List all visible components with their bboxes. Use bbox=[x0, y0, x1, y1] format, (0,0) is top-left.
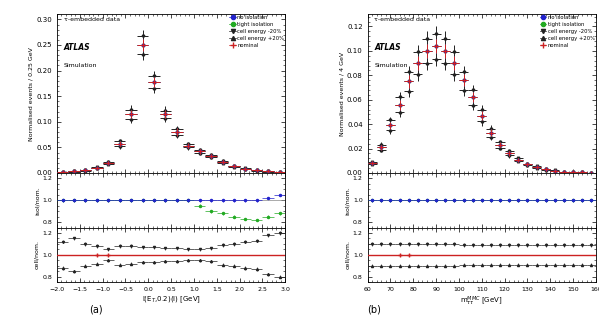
Text: ATLAS: ATLAS bbox=[374, 43, 401, 52]
Y-axis label: Normalised events / 0.25 GeV: Normalised events / 0.25 GeV bbox=[29, 47, 34, 140]
Y-axis label: Normalised events / 4 GeV: Normalised events / 4 GeV bbox=[339, 52, 344, 136]
Y-axis label: cell/nom.: cell/nom. bbox=[34, 240, 40, 269]
Y-axis label: cell/nom.: cell/nom. bbox=[345, 240, 350, 269]
Text: τ-embedded data: τ-embedded data bbox=[374, 17, 431, 23]
Text: Simulation: Simulation bbox=[374, 63, 408, 68]
X-axis label: m$^{MMC}_{\tau\tau}$ [GeV]: m$^{MMC}_{\tau\tau}$ [GeV] bbox=[461, 295, 503, 308]
X-axis label: l(E$_{T}$,0.2)(l) [GeV]: l(E$_{T}$,0.2)(l) [GeV] bbox=[141, 295, 201, 305]
Text: (a): (a) bbox=[89, 304, 102, 314]
Text: (b): (b) bbox=[367, 304, 382, 314]
Text: ATLAS: ATLAS bbox=[63, 43, 90, 52]
Y-axis label: isol/nom.: isol/nom. bbox=[34, 186, 40, 215]
Legend: no isolation, tight isolation, cell energy -20%, cell energy +20%, nominal: no isolation, tight isolation, cell ener… bbox=[540, 15, 595, 48]
Text: Simulation: Simulation bbox=[63, 63, 97, 68]
Y-axis label: isol/nom.: isol/nom. bbox=[345, 186, 350, 215]
Legend: no isolation, tight isolation, cell energy -20%, cell energy +20%, nominal: no isolation, tight isolation, cell ener… bbox=[229, 15, 285, 48]
Text: τ-embedded data: τ-embedded data bbox=[63, 17, 120, 23]
